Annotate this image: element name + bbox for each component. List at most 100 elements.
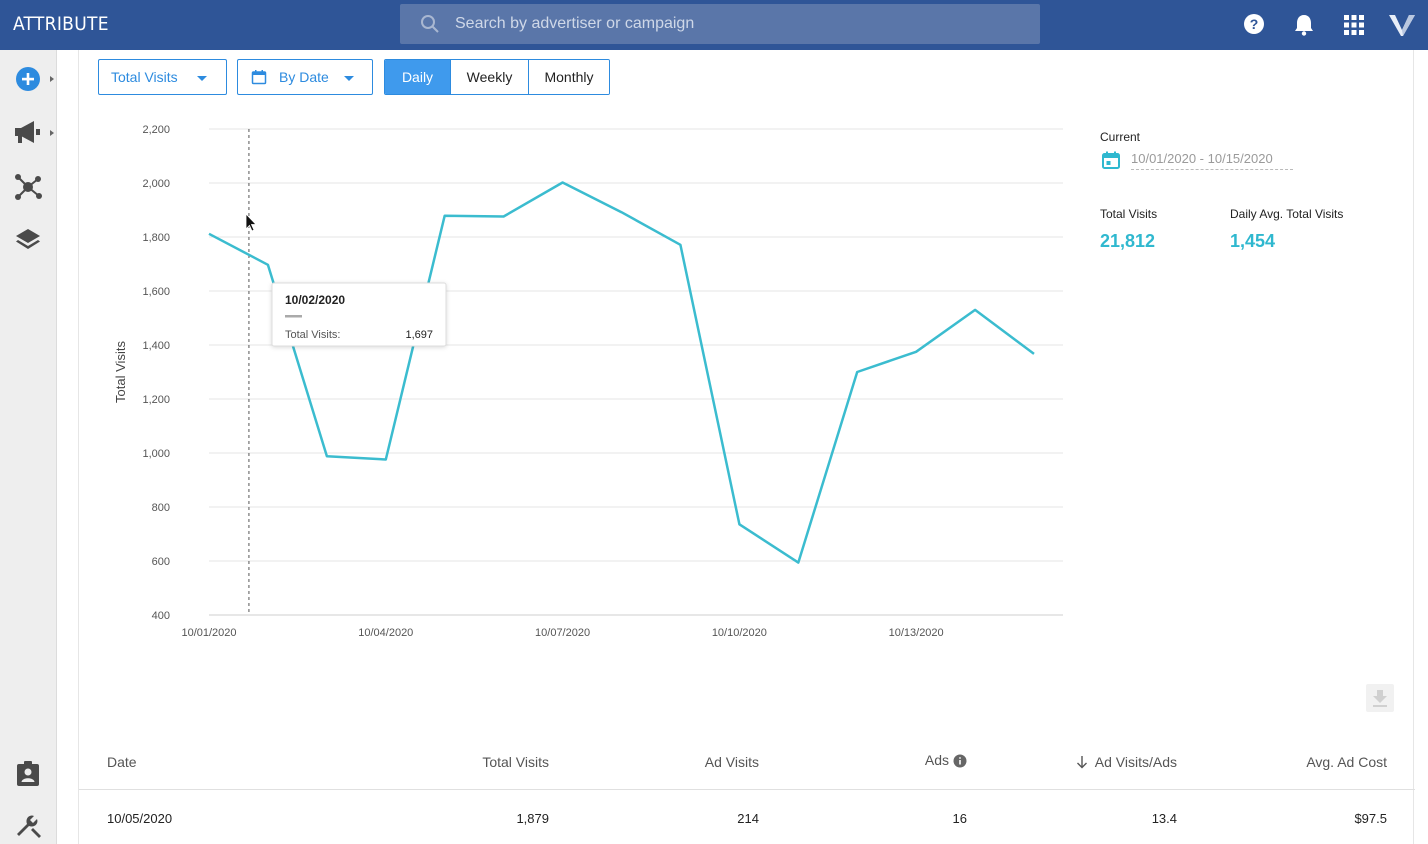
assignment-clipboard-icon[interactable] xyxy=(12,758,44,790)
data-point[interactable] xyxy=(1032,351,1037,356)
tooltip: 10/02/2020 Total Visits: 1,697 xyxy=(271,282,447,347)
table-header: Date Total Visits Ad Visits Ads Ad Visit… xyxy=(79,740,1415,790)
info-icon[interactable] xyxy=(953,754,967,768)
y-tick-label: 2,200 xyxy=(142,124,170,136)
x-tick-label: 10/07/2020 xyxy=(535,627,590,639)
chart-grid xyxy=(209,128,1063,616)
mouse-cursor-icon xyxy=(245,213,257,232)
y-tick-label: 400 xyxy=(152,610,170,622)
x-tick-label: 10/04/2020 xyxy=(358,627,413,639)
date-range-value[interactable]: 10/01/2020 - 10/15/2020 xyxy=(1131,151,1293,170)
granularity-toggle: Daily Weekly Monthly xyxy=(384,59,610,95)
add-icon[interactable] xyxy=(12,63,44,95)
total-visits-value: 21,812 xyxy=(1100,231,1156,251)
data-point[interactable] xyxy=(914,349,919,354)
sidebar xyxy=(0,50,57,844)
col-ads-label: Ads xyxy=(924,752,949,768)
weekly-button[interactable]: Weekly xyxy=(450,60,528,94)
col-avg-ad-cost[interactable]: Avg. Ad Cost xyxy=(1306,754,1387,770)
data-point[interactable] xyxy=(324,454,329,459)
add-menu-caret-icon[interactable] xyxy=(50,76,54,82)
total-visits-label: Total Visits xyxy=(1100,207,1158,221)
top-bar: ATTRIBUTE ? xyxy=(0,0,1428,50)
y-axis-label: Total Visits xyxy=(113,341,128,403)
daily-avg-value: 1,454 xyxy=(1230,231,1276,251)
y-tick-label: 2,000 xyxy=(142,178,170,190)
data-point[interactable] xyxy=(619,210,624,215)
cell-avg-ad-cost: $97.5 xyxy=(1354,811,1387,826)
table-row[interactable]: 10/05/2020 1,879 214 16 13.4 $97.5 xyxy=(79,791,1415,844)
cell-date: 10/05/2020 xyxy=(107,811,173,826)
chevron-down-icon xyxy=(197,76,207,81)
y-tick-label: 1,400 xyxy=(142,340,170,352)
campaign-megaphone-icon[interactable] xyxy=(12,116,44,148)
x-axis-ticks: 10/01/2020 10/04/2020 10/07/2020 10/10/2020… xyxy=(181,627,943,639)
data-point[interactable] xyxy=(855,370,860,375)
data-point[interactable] xyxy=(737,522,742,527)
col-ads[interactable]: Ads xyxy=(925,752,967,768)
monthly-button[interactable]: Monthly xyxy=(528,60,609,94)
y-tick-label: 600 xyxy=(152,556,170,568)
notifications-bell-icon[interactable] xyxy=(1291,12,1317,38)
apps-grid-icon[interactable] xyxy=(1341,12,1367,38)
data-point[interactable] xyxy=(796,560,801,565)
data-point[interactable] xyxy=(383,457,388,462)
y-tick-label: 1,000 xyxy=(142,448,170,460)
download-icon xyxy=(1373,690,1387,707)
data-point[interactable] xyxy=(501,214,506,219)
sort-arrow-down-icon xyxy=(1076,756,1087,769)
col-total-visits[interactable]: Total Visits xyxy=(482,754,549,770)
data-point[interactable] xyxy=(442,213,447,218)
tooltip-series-swatch xyxy=(285,315,302,318)
date-range-calendar-icon[interactable] xyxy=(1101,150,1121,170)
data-point[interactable] xyxy=(560,180,565,185)
series-line-total-visits xyxy=(208,181,1035,564)
y-axis-ticks: 400 600 800 1,000 1,200 1,400 1,600 1,800 2,000 2… xyxy=(142,124,170,622)
col-ad-visits-per-ads[interactable]: Ad Visits/Ads xyxy=(1075,754,1177,770)
user-logo-icon[interactable] xyxy=(1388,12,1416,38)
network-icon[interactable] xyxy=(12,171,44,203)
layers-icon[interactable] xyxy=(12,225,44,257)
cell-ads: 16 xyxy=(952,811,967,826)
metric-dropdown[interactable]: Total Visits xyxy=(98,59,227,95)
date-dropdown-label: By Date xyxy=(279,69,329,85)
y-tick-label: 800 xyxy=(152,502,170,514)
y-tick-label: 1,200 xyxy=(142,394,170,406)
search-input[interactable] xyxy=(455,4,1025,44)
calendar-icon xyxy=(251,70,267,85)
tools-wrench-icon[interactable] xyxy=(12,810,44,842)
current-label: Current xyxy=(1100,130,1141,144)
search-icon xyxy=(421,15,439,33)
visits-line-chart[interactable]: 400 600 800 1,000 1,200 1,400 1,600 1,800 2,000 2… xyxy=(79,110,1079,650)
metric-dropdown-label: Total Visits xyxy=(111,69,178,85)
help-icon[interactable]: ? xyxy=(1241,12,1267,38)
col-date[interactable]: Date xyxy=(107,754,137,770)
tooltip-label: Total Visits: xyxy=(285,329,340,341)
data-point[interactable] xyxy=(207,231,212,236)
y-tick-label: 1,800 xyxy=(142,232,170,244)
data-point[interactable] xyxy=(265,262,270,267)
tooltip-date: 10/02/2020 xyxy=(285,293,345,307)
col-ad-visits-per-ads-label: Ad Visits/Ads xyxy=(1094,754,1177,770)
main-content: Total Visits By Date Daily Weekly Monthl… xyxy=(78,50,1415,844)
svg-text:?: ? xyxy=(1250,16,1259,32)
x-tick-label: 10/13/2020 xyxy=(889,627,944,639)
cell-ad-visits: 214 xyxy=(737,811,759,826)
brand-logo[interactable]: ATTRIBUTE xyxy=(13,13,109,35)
cell-ad-visits-per-ads: 13.4 xyxy=(1151,811,1177,826)
y-tick-label: 1,600 xyxy=(142,286,170,298)
tooltip-value: 1,697 xyxy=(405,329,433,341)
date-dropdown[interactable]: By Date xyxy=(237,59,373,95)
search-bar[interactable] xyxy=(400,4,1040,44)
download-button[interactable] xyxy=(1366,684,1394,712)
col-ad-visits[interactable]: Ad Visits xyxy=(704,754,759,770)
campaign-menu-caret-icon[interactable] xyxy=(50,130,54,136)
daily-avg-label: Daily Avg. Total Visits xyxy=(1230,207,1344,221)
x-tick-label: 10/01/2020 xyxy=(181,627,236,639)
chevron-down-icon xyxy=(344,76,354,81)
x-tick-label: 10/10/2020 xyxy=(712,627,767,639)
data-point[interactable] xyxy=(973,307,978,312)
daily-button[interactable]: Daily xyxy=(385,60,450,94)
data-point[interactable] xyxy=(678,242,683,247)
cell-total-visits: 1,879 xyxy=(516,811,549,826)
